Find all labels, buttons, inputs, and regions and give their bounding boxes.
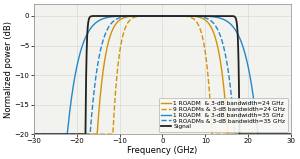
Line: Signal: Signal: [34, 16, 291, 134]
Signal: [113, 15, 117, 17]
Signal: [224, 15, 228, 17]
1 ROADM  & 3-dB bandwidth=24 GHz: [200, 17, 203, 19]
1 ROADM  & 3-dB bandwidth=35 GHz: [160, 15, 164, 17]
Signal: [32, 133, 35, 135]
1 ROADM  & 3-dB bandwidth=35 GHz: [130, 15, 134, 17]
1 ROADM  & 3-dB bandwidth=35 GHz: [244, 55, 247, 57]
Signal: [244, 133, 247, 135]
1 ROADM  & 3-dB bandwidth=35 GHz: [224, 20, 228, 22]
9 ROADMs & 3-dB bandwidth=24 GHz: [186, 16, 190, 18]
Signal: [200, 15, 203, 17]
9 ROADMs & 3-dB bandwidth=35 GHz: [186, 15, 190, 17]
9 ROADMs & 3-dB bandwidth=24 GHz: [290, 133, 293, 135]
9 ROADMs & 3-dB bandwidth=24 GHz: [160, 15, 164, 17]
1 ROADM  & 3-dB bandwidth=24 GHz: [160, 15, 164, 17]
Line: 9 ROADMs & 3-dB bandwidth=24 GHz: 9 ROADMs & 3-dB bandwidth=24 GHz: [34, 16, 291, 134]
9 ROADMs & 3-dB bandwidth=24 GHz: [244, 133, 247, 135]
9 ROADMs & 3-dB bandwidth=35 GHz: [224, 57, 228, 59]
1 ROADM  & 3-dB bandwidth=35 GHz: [186, 15, 190, 17]
1 ROADM  & 3-dB bandwidth=24 GHz: [130, 15, 134, 17]
Y-axis label: Normalized power (dB): Normalized power (dB): [4, 21, 13, 118]
1 ROADM  & 3-dB bandwidth=35 GHz: [79, 51, 82, 53]
9 ROADMs & 3-dB bandwidth=35 GHz: [290, 133, 293, 135]
1 ROADM  & 3-dB bandwidth=24 GHz: [79, 133, 82, 135]
Signal: [79, 133, 82, 135]
9 ROADMs & 3-dB bandwidth=35 GHz: [200, 16, 203, 18]
1 ROADM  & 3-dB bandwidth=24 GHz: [32, 133, 35, 135]
1 ROADM  & 3-dB bandwidth=24 GHz: [186, 15, 190, 17]
9 ROADMs & 3-dB bandwidth=24 GHz: [79, 133, 82, 135]
1 ROADM  & 3-dB bandwidth=24 GHz: [224, 109, 228, 111]
9 ROADMs & 3-dB bandwidth=24 GHz: [130, 17, 134, 19]
9 ROADMs & 3-dB bandwidth=35 GHz: [244, 133, 247, 135]
X-axis label: Frequency (GHz): Frequency (GHz): [127, 146, 198, 155]
1 ROADM  & 3-dB bandwidth=24 GHz: [290, 133, 293, 135]
1 ROADM  & 3-dB bandwidth=35 GHz: [32, 133, 35, 135]
Signal: [290, 133, 293, 135]
Signal: [186, 15, 190, 17]
1 ROADM  & 3-dB bandwidth=24 GHz: [244, 133, 247, 135]
Signal: [130, 15, 134, 17]
9 ROADMs & 3-dB bandwidth=24 GHz: [200, 31, 203, 33]
Line: 1 ROADM  & 3-dB bandwidth=24 GHz: 1 ROADM & 3-dB bandwidth=24 GHz: [34, 16, 291, 134]
1 ROADM  & 3-dB bandwidth=35 GHz: [200, 15, 203, 17]
1 ROADM  & 3-dB bandwidth=35 GHz: [290, 133, 293, 135]
9 ROADMs & 3-dB bandwidth=24 GHz: [32, 133, 35, 135]
9 ROADMs & 3-dB bandwidth=35 GHz: [130, 15, 134, 17]
Legend: 1 ROADM  & 3-dB bandwidth=24 GHz, 9 ROADMs & 3-dB bandwidth=24 GHz, 1 ROADM  & 3: 1 ROADM & 3-dB bandwidth=24 GHz, 9 ROADM…: [158, 98, 288, 132]
Line: 9 ROADMs & 3-dB bandwidth=35 GHz: 9 ROADMs & 3-dB bandwidth=35 GHz: [34, 16, 291, 134]
9 ROADMs & 3-dB bandwidth=35 GHz: [160, 15, 164, 17]
9 ROADMs & 3-dB bandwidth=35 GHz: [79, 133, 82, 135]
9 ROADMs & 3-dB bandwidth=24 GHz: [224, 133, 228, 135]
9 ROADMs & 3-dB bandwidth=35 GHz: [32, 133, 35, 135]
Line: 1 ROADM  & 3-dB bandwidth=35 GHz: 1 ROADM & 3-dB bandwidth=35 GHz: [34, 16, 291, 134]
